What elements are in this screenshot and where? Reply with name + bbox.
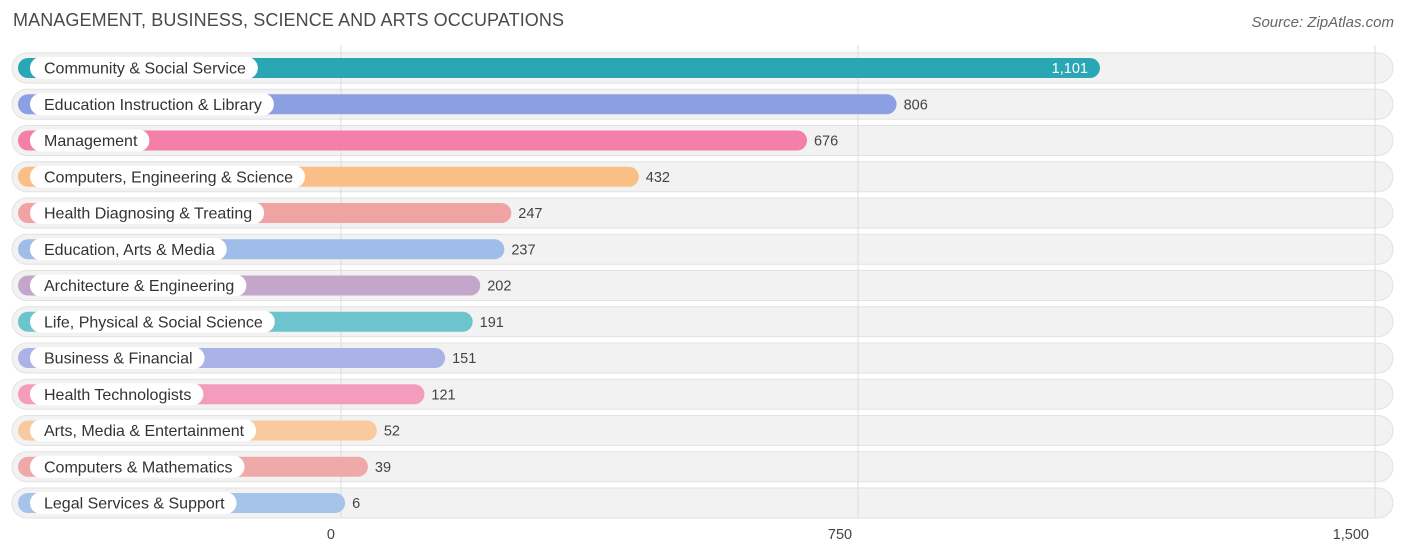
value-label-education-arts-media: 237	[511, 242, 535, 258]
value-label-education-instruction-library: 806	[904, 97, 928, 113]
bar-label-legal-services-support: Legal Services & Support	[44, 496, 225, 513]
bar-label-community-social-service: Community & Social Service	[44, 61, 246, 78]
label-pill-computers-engineering-science	[30, 165, 306, 188]
bar-label-health-technologists: Health Technologists	[44, 387, 191, 404]
value-label-arts-media-entertainment: 52	[384, 424, 400, 440]
chart-title: MANAGEMENT, BUSINESS, SCIENCE AND ARTS O…	[13, 10, 565, 30]
value-label-computers-mathematics: 39	[375, 460, 391, 476]
bar-label-life-physical-social-science: Life, Physical & Social Science	[44, 314, 263, 331]
x-tick-label-0: 0	[327, 527, 335, 543]
label-pill-education-arts-media	[30, 238, 227, 261]
bar-label-education-instruction-library: Education Instruction & Library	[44, 97, 262, 114]
value-label-computers-engineering-science: 432	[646, 170, 670, 186]
bar-label-arts-media-entertainment: Arts, Media & Entertainment	[44, 423, 245, 440]
value-label-life-physical-social-science: 191	[480, 315, 504, 331]
label-pill-arts-media-entertainment	[30, 419, 257, 442]
label-pill-legal-services-support	[30, 492, 237, 514]
label-pill-architecture-engineering	[30, 274, 247, 297]
value-label-architecture-engineering: 202	[487, 279, 511, 295]
x-tick-label-1: 750	[828, 527, 852, 543]
bar-label-computers-engineering-science: Computers, Engineering & Science	[44, 169, 293, 186]
bar-management	[18, 130, 807, 151]
label-pill-health-diagnosing-treating	[30, 202, 265, 224]
label-pill-computers-mathematics	[30, 455, 245, 478]
value-label-community-social-service: 1,101	[1052, 61, 1088, 77]
bar-label-health-diagnosing-treating: Health Diagnosing & Treating	[44, 206, 252, 223]
bar-label-architecture-engineering: Architecture & Engineering	[44, 278, 234, 295]
label-pill-life-physical-social-science	[30, 310, 275, 333]
value-label-business-financial: 151	[452, 351, 476, 367]
value-label-health-diagnosing-treating: 247	[518, 206, 542, 222]
bar-label-business-financial: Business & Financial	[44, 351, 193, 368]
label-pill-health-technologists	[30, 383, 204, 406]
row-track-legal-services-support	[11, 487, 1394, 519]
x-tick-label-2: 1,500	[1333, 527, 1369, 543]
bar-label-computers-mathematics: Computers & Mathematics	[44, 459, 233, 476]
value-label-management: 676	[814, 134, 838, 150]
label-pill-business-financial	[30, 347, 205, 369]
bar-community-social-service	[18, 58, 1100, 78]
label-pill-education-instruction-library	[30, 93, 274, 116]
value-label-legal-services-support: 6	[352, 496, 360, 512]
source-credit: Source: ZipAtlas.com	[1251, 14, 1394, 31]
bar-label-education-arts-media: Education, Arts & Media	[44, 242, 215, 259]
label-pill-community-social-service	[30, 57, 258, 79]
bar-label-management: Management	[44, 133, 138, 150]
value-label-health-technologists: 121	[431, 387, 455, 403]
label-pill-management	[30, 129, 150, 152]
